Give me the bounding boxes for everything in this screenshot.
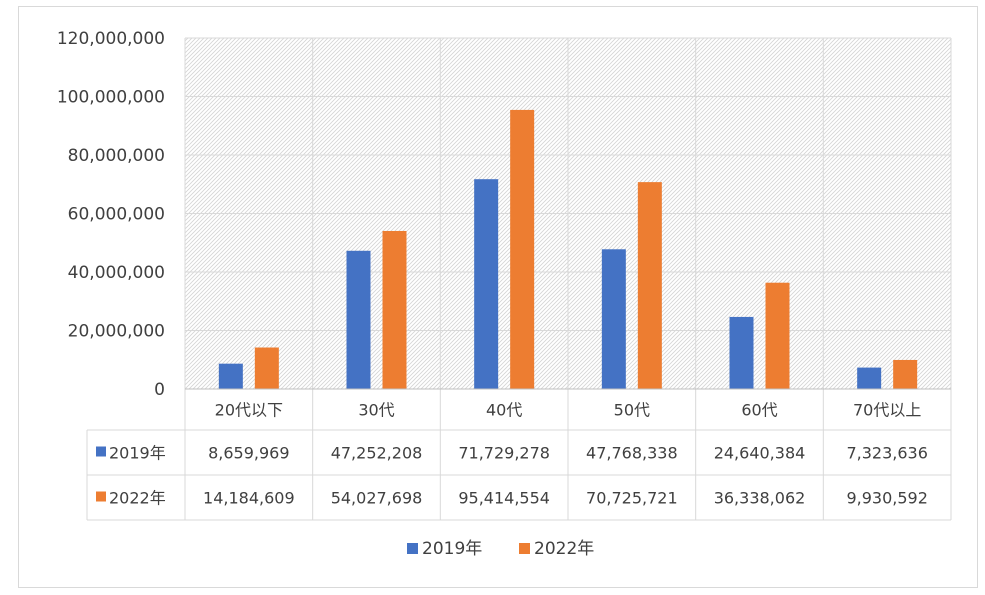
x-tick-label: 50代 <box>614 401 650 420</box>
y-tick-label: 0 <box>154 380 165 400</box>
bar-series2 <box>765 282 790 389</box>
y-tick-label: 60,000,000 <box>68 205 165 225</box>
bar-series1 <box>601 249 626 389</box>
y-tick-label: 120,000,000 <box>57 29 165 49</box>
table-legend-key <box>96 446 106 457</box>
bar-series1 <box>729 316 754 389</box>
legend-label: 2019年 <box>422 539 482 559</box>
table-series-name: 2019年 <box>109 444 166 463</box>
bar-series1 <box>474 179 499 389</box>
bar-series1 <box>218 363 243 389</box>
data-label: 7,323,636 <box>846 444 927 463</box>
data-label: 54,027,698 <box>331 489 423 508</box>
data-label: 95,414,554 <box>458 489 550 508</box>
x-tick-label: 20代以下 <box>215 401 283 420</box>
bar-series2 <box>382 230 407 389</box>
y-tick-label: 100,000,000 <box>57 88 165 108</box>
bar-series1 <box>346 250 371 389</box>
data-label: 9,930,592 <box>846 489 927 508</box>
data-label: 70,725,721 <box>586 489 678 508</box>
x-tick-label: 30代 <box>358 401 394 420</box>
x-tick-label: 70代以上 <box>853 401 921 420</box>
legend-key <box>519 543 530 554</box>
data-label: 14,184,609 <box>203 489 295 508</box>
y-tick-label: 40,000,000 <box>68 263 165 283</box>
data-label: 36,338,062 <box>714 489 806 508</box>
data-label: 47,252,208 <box>331 444 423 463</box>
x-tick-label: 40代 <box>486 401 522 420</box>
data-label: 47,768,338 <box>586 444 678 463</box>
table-series-name: 2022年 <box>109 489 166 508</box>
bar-chart: 0 20,000,000 40,000,000 60,000,000 80,000,00… <box>57 29 952 559</box>
legend-label: 2022年 <box>534 539 594 559</box>
table-legend-key <box>96 491 106 502</box>
data-label: 8,659,969 <box>208 444 289 463</box>
bar-series2 <box>254 347 279 389</box>
bar-series2 <box>893 359 918 389</box>
data-label: 71,729,278 <box>458 444 550 463</box>
legend-key <box>407 543 418 554</box>
bar-series2 <box>637 182 662 389</box>
chart-frame: 0 20,000,000 40,000,000 60,000,000 80,000,00… <box>18 6 978 588</box>
bar-series1 <box>857 367 882 389</box>
bar-series2 <box>510 109 535 390</box>
y-tick-label: 80,000,000 <box>68 146 165 166</box>
y-tick-label: 20,000,000 <box>68 322 165 342</box>
data-label: 24,640,384 <box>714 444 806 463</box>
x-tick-label: 60代 <box>741 401 777 420</box>
